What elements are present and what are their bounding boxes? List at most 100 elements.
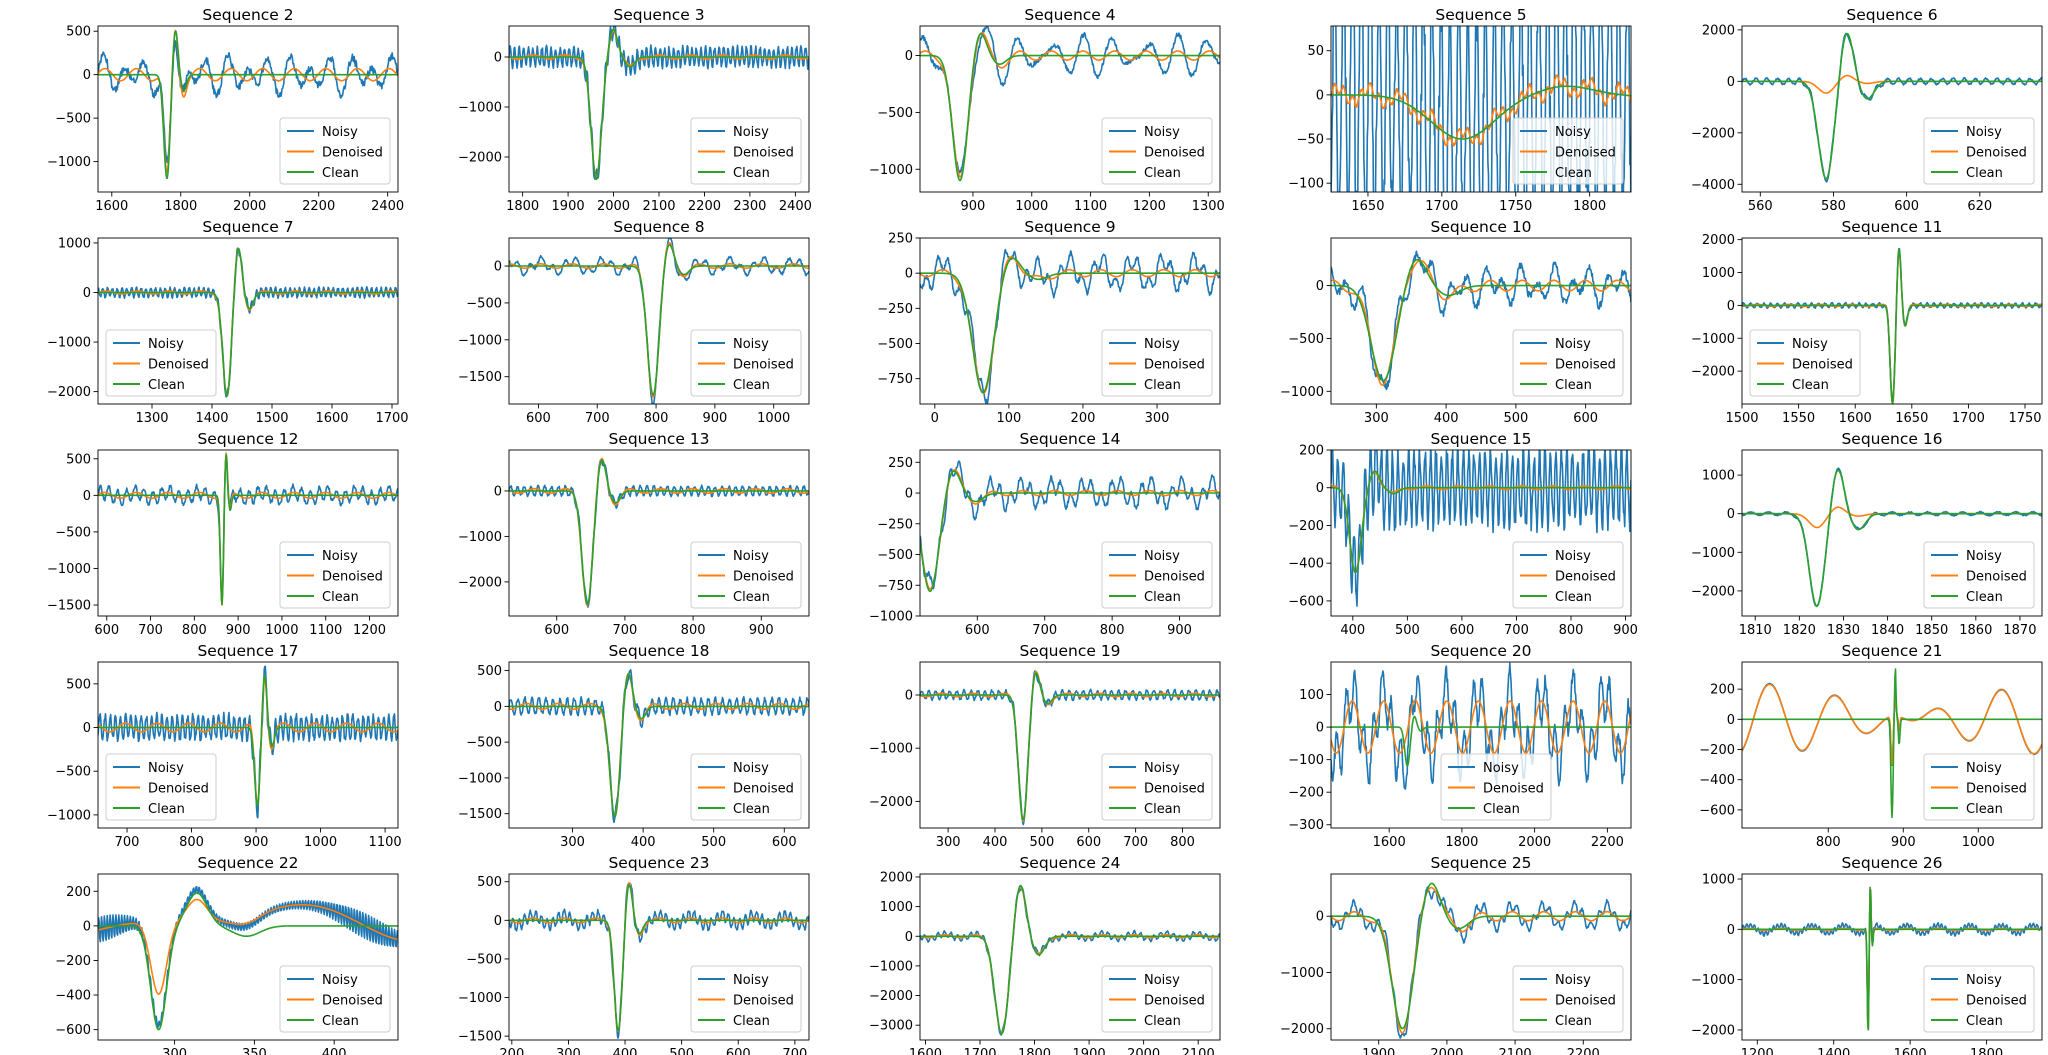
y-tick-label: 0 [83,286,91,301]
x-tick-label: 560 [1748,199,1773,214]
x-tick-label: 900 [244,835,269,850]
x-tick-label: 2000 [233,199,266,214]
x-tick-label: 1000 [1015,199,1048,214]
subplot-sequence-19: 300 400 500 600 700 800 −2000 −1000 0 Sequence 19… [869,642,1221,850]
subplot-title: Sequence 8 [613,218,704,236]
y-tick-label: 1000 [58,236,91,251]
legend-label-denoised: Denoised [1966,994,2027,1009]
x-tick-label: 600 [726,1047,751,1055]
x-tick-label: 700 [585,411,610,426]
legend-label-denoised: Denoised [1555,358,1616,373]
x-tick-label: 800 [644,411,669,426]
x-tick-label: 1650 [1895,411,1928,426]
legend-label-noisy: Noisy [733,125,769,140]
legend-label-noisy: Noisy [322,549,358,564]
y-tick-label: −1500 [458,807,502,822]
legend-label-noisy: Noisy [1966,973,2002,988]
clean-series-line [98,892,398,1031]
y-tick-label: 50 [1307,44,1324,59]
subplot-title: Sequence 12 [197,430,298,448]
y-tick-label: −500 [466,296,502,311]
legend-label-denoised: Denoised [322,146,383,161]
noisy-series-line [1331,662,1631,790]
y-tick-label: −1000 [1691,546,1735,561]
x-tick-label: 1100 [1074,199,1107,214]
legend: Noisy Denoised Clean [1923,117,2035,185]
plot-lines [98,29,398,179]
legend: Noisy Denoised Clean [279,965,391,1033]
x-tick-label: 400 [613,1047,638,1055]
axes-frame [1741,661,2043,829]
x-tick-label: 2100 [642,199,675,214]
legend-label-noisy: Noisy [1144,761,1180,776]
subplot-title: Sequence 25 [1430,854,1531,872]
clean-series-line [1331,85,1631,140]
y-tick-label: 0 [1727,713,1735,728]
x-tick-label: 1000 [1962,835,1995,850]
clean-series-line [98,454,398,606]
legend: Noisy Denoised Clean [690,117,802,185]
plot-lines [509,457,809,608]
legend-box [279,117,391,185]
plot-lines [1742,886,2042,1031]
plot-lines [920,460,1220,592]
legend-label-denoised: Denoised [1483,782,1544,797]
y-tick-label: −1000 [869,610,913,625]
x-tick-label: 1500 [1725,411,1758,426]
legend-label-clean: Clean [1966,590,2003,605]
subplot-title: Sequence 11 [1841,218,1942,236]
x-tick-label: 700 [1504,623,1529,638]
y-tick-label: 2000 [1702,233,1735,248]
legend-box [1512,117,1624,185]
y-tick-label: 0 [1727,299,1735,314]
legend-box [1101,117,1213,185]
x-tick-label: 1850 [1915,623,1948,638]
x-tick-label: 800 [1170,835,1195,850]
legend-label-noisy: Noisy [1144,337,1180,352]
x-tick-label: 1900 [552,199,585,214]
subplot-title: Sequence 15 [1430,430,1531,448]
plot-lines [1742,467,2042,608]
x-tick-label: 400 [631,835,656,850]
denoised-series-line [920,469,1220,590]
x-tick-label: 1650 [1351,199,1384,214]
y-tick-label: 0 [1316,910,1324,925]
x-tick-label: 900 [1613,623,1638,638]
y-tick-label: 0 [494,260,502,275]
x-tick-label: 1600 [95,199,128,214]
subplot-title: Sequence 6 [1846,6,1937,24]
axes-frame [919,237,1221,405]
legend: Noisy Denoised Clean [1101,541,1213,609]
subplot-sequence-9: 0 100 200 300 −750 −500 −250 0 250 Sequence 9 Nois… [877,218,1221,426]
x-tick-label: 580 [1821,199,1846,214]
x-tick-label: 2200 [302,199,335,214]
legend: Noisy Denoised Clean [1923,541,2035,609]
legend: Noisy Denoised Clean [1101,117,1213,185]
axes-frame [1330,661,1632,829]
plot-lines [509,26,809,181]
x-tick-label: 1800 [1970,1047,2003,1055]
legend-label-noisy: Noisy [322,125,358,140]
y-tick-label: 0 [494,484,502,499]
subplot-title: Sequence 14 [1019,430,1120,448]
x-tick-label: 900 [1167,623,1192,638]
subplot-title: Sequence 10 [1430,218,1531,236]
legend-box [1923,965,2035,1033]
legend-label-noisy: Noisy [1966,125,2002,140]
subplot-sequence-15: 400 500 600 700 800 900 −600 −400 −200 0 200 Sequen… [1288,430,1638,638]
legend-label-denoised: Denoised [1144,146,1205,161]
legend-label-denoised: Denoised [148,782,209,797]
legend-label-clean: Clean [1555,166,1592,181]
x-tick-label: 300 [936,835,961,850]
y-tick-label: −2000 [458,151,502,166]
y-tick-label: 250 [888,456,913,471]
y-tick-label: 0 [83,919,91,934]
y-tick-label: 0 [83,68,91,83]
legend-label-clean: Clean [733,590,770,605]
y-tick-label: −600 [1288,594,1324,609]
legend-label-noisy: Noisy [1555,337,1591,352]
y-tick-label: 0 [494,700,502,715]
x-tick-label: 1830 [1827,623,1860,638]
subplot-sequence-5: 1650 1700 1750 1800 −100 −50 0 50 Sequence 5 Nois… [1288,6,1632,214]
x-tick-label: 100 [996,411,1021,426]
